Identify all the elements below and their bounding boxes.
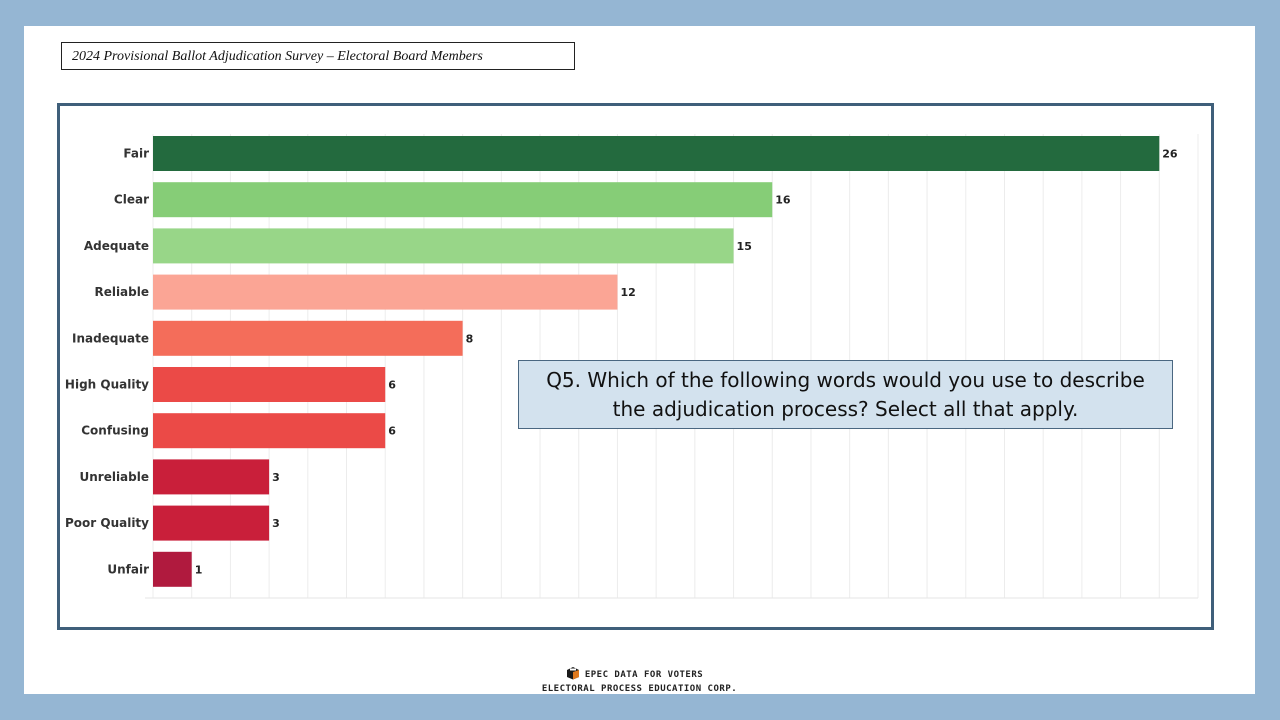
value-label: 8 xyxy=(466,332,474,345)
footer-line1: EPEC DATA FOR VOTERS xyxy=(584,669,704,680)
category-label: Adequate xyxy=(84,239,149,253)
bar-unfair xyxy=(153,551,192,587)
bar-reliable xyxy=(153,274,618,310)
footer-brand: EPEC DATA FOR VOTERS xyxy=(14,666,1255,683)
category-label: High Quality xyxy=(65,378,149,392)
bars xyxy=(153,136,1160,587)
category-label: Reliable xyxy=(94,285,149,299)
category-label: Inadequate xyxy=(72,331,149,345)
bar-poor-quality xyxy=(153,505,270,541)
category-label: Unfair xyxy=(107,562,149,576)
value-label: 3 xyxy=(272,471,280,484)
category-label: Unreliable xyxy=(79,470,149,484)
bar-high-quality xyxy=(153,367,386,402)
bar-fair xyxy=(153,136,1160,171)
slide: 2024 Provisional Ballot Adjudication Sur… xyxy=(24,26,1255,694)
value-label: 6 xyxy=(388,379,396,392)
question-box: Q5. Which of the following words would y… xyxy=(518,360,1173,429)
category-label: Fair xyxy=(123,147,149,161)
bar-inadequate xyxy=(153,320,463,356)
chart-frame: Fair Clear Adequate Reliable Inadequate High … xyxy=(57,103,1214,630)
value-label: 3 xyxy=(272,517,280,530)
value-label: 6 xyxy=(388,425,396,438)
question-text: Q5. Which of the following words would y… xyxy=(546,367,1145,421)
footer: EPEC DATA FOR VOTERS ELECTORAL PROCESS E… xyxy=(24,666,1255,694)
survey-title: 2024 Provisional Ballot Adjudication Sur… xyxy=(61,42,575,70)
ballot-box-icon xyxy=(566,666,580,683)
value-label: 12 xyxy=(620,286,635,299)
value-label: 1 xyxy=(195,563,203,576)
bar-adequate xyxy=(153,228,734,264)
category-label: Poor Quality xyxy=(65,516,149,530)
bar-confusing xyxy=(153,413,386,449)
value-labels: 26 16 15 12 8 6 6 3 3 1 xyxy=(195,148,1178,577)
value-label: 15 xyxy=(737,240,752,253)
bar-unreliable xyxy=(153,459,270,495)
category-labels: Fair Clear Adequate Reliable Inadequate High … xyxy=(65,147,149,577)
footer-org-name: ELECTORAL PROCESS EDUCATION CORP. xyxy=(541,684,738,694)
value-label: 16 xyxy=(775,194,791,207)
bar-clear xyxy=(153,182,773,218)
category-label: Clear xyxy=(114,193,149,207)
category-label: Confusing xyxy=(81,424,149,438)
value-label: 26 xyxy=(1162,148,1178,161)
